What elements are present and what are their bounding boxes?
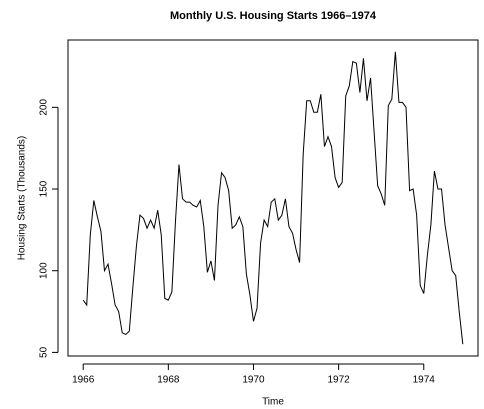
series-line xyxy=(82,51,464,345)
x-tick-label: 1966 xyxy=(72,375,95,386)
x-tick-label: 1970 xyxy=(242,375,265,386)
y-axis-label: Housing Starts (Thousands) xyxy=(17,136,28,261)
y-tick-label: 50 xyxy=(39,346,50,358)
y-tick-label: 200 xyxy=(39,99,50,116)
x-tick-label: 1974 xyxy=(413,375,436,386)
plot-box xyxy=(67,39,479,357)
x-tick-label: 1968 xyxy=(157,375,180,386)
chart-title: Monthly U.S. Housing Starts 1966–1974 xyxy=(170,10,377,22)
x-axis-label: Time xyxy=(262,397,284,408)
y-tick-label: 100 xyxy=(39,262,50,279)
y-tick-label: 150 xyxy=(39,180,50,197)
x-tick-label: 1972 xyxy=(327,375,350,386)
